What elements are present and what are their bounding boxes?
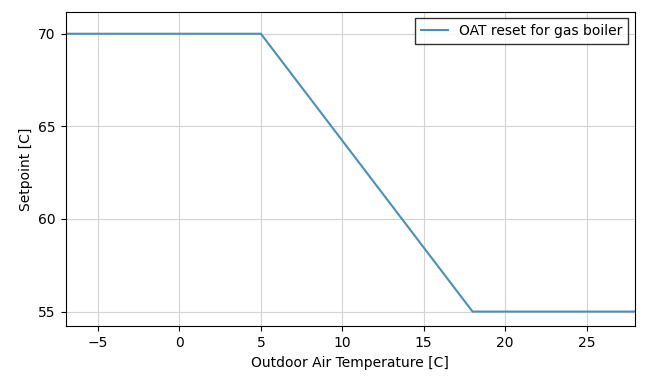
- Line: OAT reset for gas boiler: OAT reset for gas boiler: [66, 34, 635, 311]
- Y-axis label: Setpoint [C]: Setpoint [C]: [18, 127, 33, 211]
- OAT reset for gas boiler: [62, 31, 69, 36]
- X-axis label: Outdoor Air Temperature [C]: Outdoor Air Temperature [C]: [252, 356, 449, 370]
- OAT reset for gas boiler: [468, 309, 476, 314]
- OAT reset for gas boiler: [257, 31, 265, 36]
- OAT reset for gas boiler: [631, 309, 639, 314]
- Legend: OAT reset for gas boiler: OAT reset for gas boiler: [415, 18, 628, 43]
